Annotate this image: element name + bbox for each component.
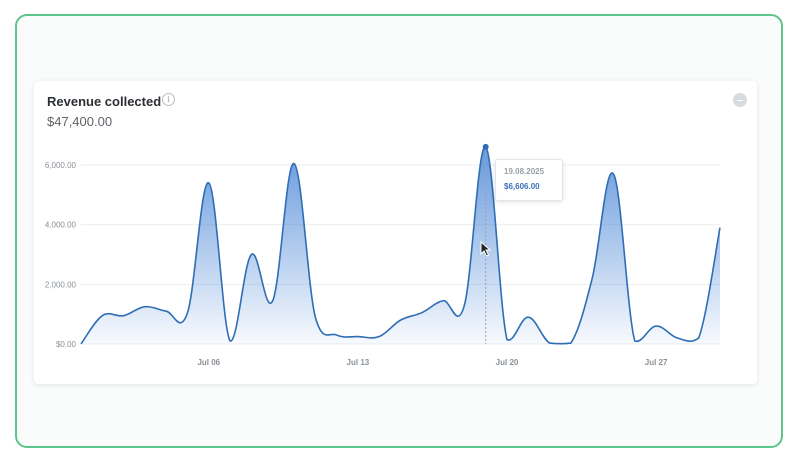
- x-tick-label: Jul 13: [347, 358, 370, 367]
- y-tick-label: $0.00: [56, 340, 77, 349]
- y-tick-label: 2,000.00: [45, 280, 77, 289]
- y-tick-label: 6,000.00: [45, 161, 77, 170]
- revenue-line: [80, 146, 721, 345]
- x-tick-label: Jul 27: [645, 358, 668, 367]
- hover-point: [482, 143, 489, 150]
- revenue-chart[interactable]: $0.00 2,000.00 4,000.00 6,000.00 Jul 06 Jul 1…: [34, 81, 757, 384]
- info-icon[interactable]: i: [162, 93, 175, 106]
- revenue-card: Revenue collected i $47,400.00 $0.00 2,00…: [34, 81, 757, 384]
- card-title: Revenue collected: [47, 94, 162, 109]
- chart-tooltip: 19.08.2025 $6,606.00: [495, 159, 563, 201]
- x-tick-label: Jul 06: [197, 358, 220, 367]
- collapse-button[interactable]: [733, 93, 747, 107]
- x-tick-label: Jul 20: [496, 358, 519, 367]
- y-tick-label: 4,000.00: [45, 221, 77, 230]
- tooltip-value: $6,606.00: [504, 182, 540, 191]
- mouse-cursor-icon: [480, 241, 492, 257]
- revenue-area: [81, 146, 720, 344]
- tooltip-date: 19.08.2025: [504, 167, 545, 176]
- total-revenue: $47,400.00: [47, 114, 113, 129]
